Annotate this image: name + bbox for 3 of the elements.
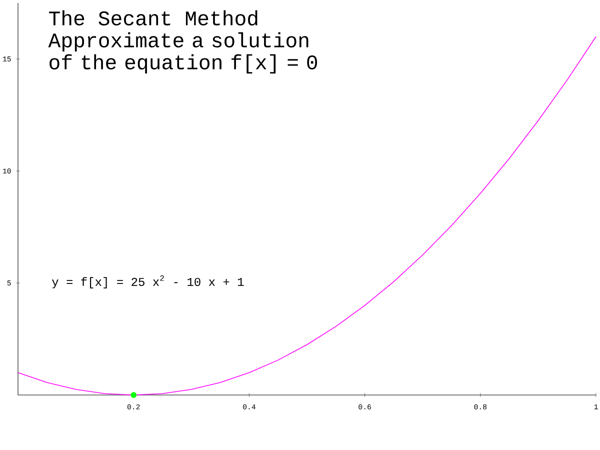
chart-title: The Secant Method bbox=[49, 10, 258, 26]
text: y = f[x] = 25 x$^{2}$ - 10 x + 1 bbox=[52, 275, 244, 288]
text: Approximate a solution of the equation f[x] = 0 bbox=[48, 32, 318, 74]
